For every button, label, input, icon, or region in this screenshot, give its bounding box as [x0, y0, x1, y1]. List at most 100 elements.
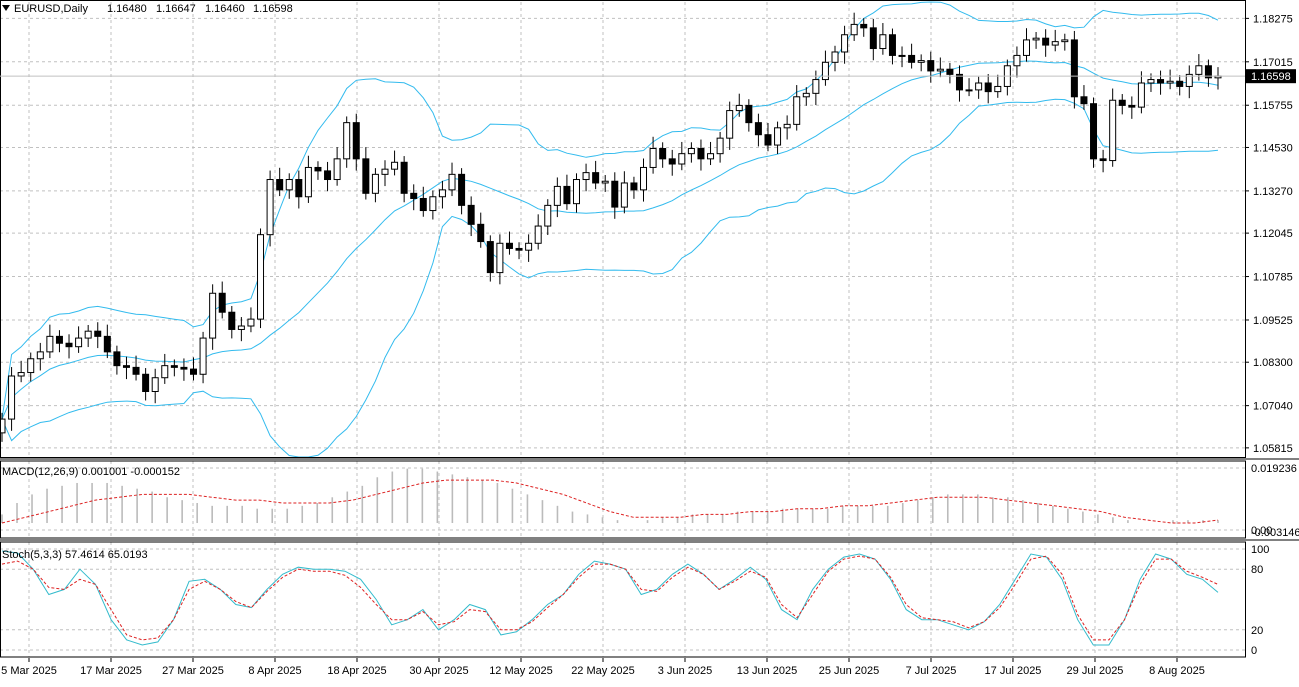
- bull-candle-body: [793, 96, 801, 125]
- candle: [649, 136, 657, 174]
- candle: [122, 356, 130, 380]
- bull-candle-body: [257, 234, 265, 320]
- bear-candle-body: [955, 73, 963, 91]
- bear-candle-body: [1128, 104, 1136, 108]
- current-price-box: [1246, 69, 1296, 84]
- bull-candle-body: [84, 330, 92, 339]
- price-axis-label: 1.17015: [1253, 57, 1293, 69]
- macd-signal-line: [1, 479, 1219, 524]
- candle: [84, 324, 92, 348]
- candle: [27, 352, 35, 382]
- candle: [1042, 29, 1050, 57]
- bear-candle-body: [142, 373, 150, 393]
- candle: [1214, 67, 1222, 90]
- close-value: 1.16598: [253, 3, 293, 15]
- candle: [199, 331, 207, 384]
- low-value: 1.16460: [205, 3, 245, 15]
- candle: [697, 139, 705, 171]
- price-axis-label: 1.12045: [1253, 228, 1293, 240]
- candle: [582, 163, 590, 192]
- candle: [640, 158, 648, 202]
- bull-candle-body: [707, 153, 715, 160]
- time-axis-label: 7 Jul 2025: [906, 665, 957, 677]
- bear-candle-body: [419, 197, 427, 212]
- candle: [620, 171, 628, 214]
- candle: [333, 147, 341, 186]
- bull-candle-body: [965, 89, 973, 92]
- candle: [1003, 59, 1011, 96]
- bear-candle-body: [295, 179, 303, 198]
- candle: [841, 25, 849, 64]
- candle: [802, 87, 810, 106]
- bear-candle-body: [888, 34, 896, 56]
- bear-candle-body: [486, 241, 494, 274]
- candle: [1166, 69, 1174, 90]
- candle: [1013, 46, 1021, 78]
- time-axis: 5 Mar 2025 17 Mar 2025 27 Mar 2025 8 Apr 20…: [1, 658, 1205, 677]
- bollinger-bands: [1, 1, 1219, 458]
- bear-candle-body: [860, 23, 868, 29]
- candle: [324, 161, 332, 192]
- bull-candle-body: [17, 372, 25, 377]
- candle: [630, 176, 638, 199]
- candle: [917, 54, 925, 72]
- time-axis-label: 17 Mar 2025: [80, 665, 142, 677]
- high-value: 1.16647: [156, 3, 196, 15]
- candle: [1023, 28, 1031, 62]
- candle: [1061, 33, 1069, 51]
- time-axis-label: 17 Jul 2025: [985, 665, 1042, 677]
- candle: [314, 161, 322, 180]
- bull-candle-body: [1137, 82, 1145, 108]
- candle: [563, 174, 571, 210]
- bull-candle-body: [812, 79, 820, 94]
- time-axis-label: 30 Apr 2025: [409, 665, 468, 677]
- candle: [831, 45, 839, 72]
- bull-candle-body: [1051, 41, 1059, 46]
- bull-candle-body: [151, 377, 159, 393]
- bull-candle-body: [36, 351, 44, 360]
- bear-candle-body: [94, 330, 102, 337]
- bear-candle-body: [314, 166, 322, 172]
- candle: [247, 307, 255, 333]
- bear-candle-body: [132, 366, 140, 375]
- candle: [592, 160, 600, 190]
- candle: [228, 306, 236, 339]
- bear-candle-body: [1099, 158, 1107, 162]
- candle: [371, 168, 379, 203]
- candle: [908, 43, 916, 69]
- symbol-header: EURUSD,Daily 1.16480 1.16647 1.16460 1.1…: [2, 3, 293, 15]
- candle: [8, 367, 16, 431]
- candle: [94, 322, 102, 349]
- bear-candle-body: [1157, 79, 1165, 84]
- bull-candle-body: [774, 127, 782, 146]
- price-axis-label: 1.14530: [1253, 142, 1293, 154]
- bull-candle-body: [1109, 99, 1117, 162]
- candle: [180, 358, 188, 381]
- candle: [879, 23, 887, 55]
- candle: [1185, 65, 1193, 99]
- bull-candle-body: [199, 337, 207, 375]
- candle: [1099, 149, 1107, 173]
- candle: [237, 317, 245, 342]
- candle: [429, 190, 437, 220]
- bull-candle-body: [553, 185, 561, 206]
- candle: [965, 78, 973, 97]
- candle: [544, 199, 552, 236]
- triangle-down-icon[interactable]: [2, 5, 10, 11]
- bull-candle-body: [1023, 39, 1031, 56]
- time-axis-label: 5 Mar 2025: [1, 665, 57, 677]
- time-axis-label: 8 Aug 2025: [1149, 665, 1205, 677]
- candle: [525, 234, 533, 262]
- candle: [266, 170, 274, 247]
- bull-candle-body: [975, 82, 983, 91]
- time-axis-label: 3 Jun 2025: [658, 665, 712, 677]
- candle: [707, 141, 715, 166]
- price-axis-label: 1.15755: [1253, 100, 1293, 112]
- candle: [467, 196, 475, 237]
- bull-candle-body: [726, 110, 734, 139]
- candle: [764, 122, 772, 152]
- macd-panel-label: MACD(12,26,9) 0.001001 -0.000152: [2, 466, 180, 478]
- bull-candle-body: [1013, 54, 1021, 67]
